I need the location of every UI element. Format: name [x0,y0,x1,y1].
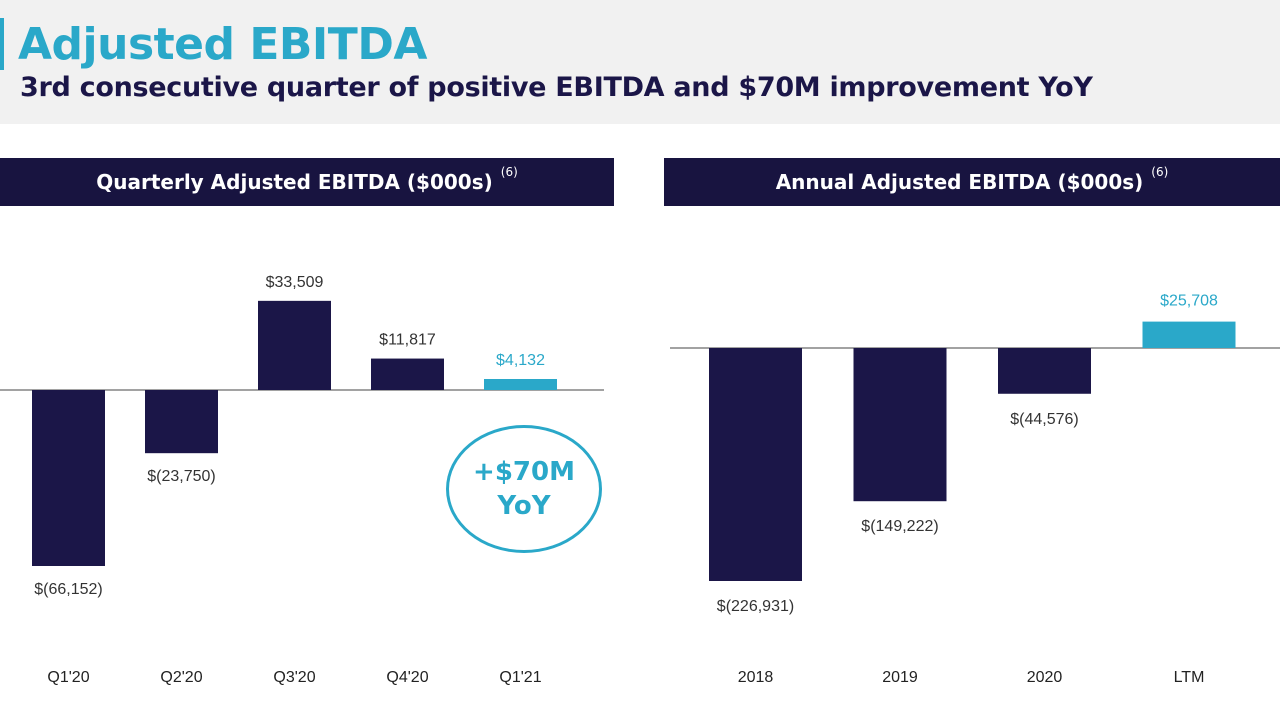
quarterly-data-label-0: $(66,152) [34,581,103,598]
quarterly-data-label-4: $4,132 [496,352,545,369]
yoy-callout-amount: +$70M [473,457,575,487]
page-subtitle: 3rd consecutive quarter of positive EBIT… [20,72,1093,103]
page-title: Adjusted EBITDA [18,19,427,70]
annual-tick-label-3: LTM [1174,669,1205,686]
annual-bar-1 [853,348,947,502]
yoy-callout: +$70M YoY [446,425,602,553]
quarterly-data-label-3: $11,817 [379,332,436,349]
quarterly-chart-title-bar: Quarterly Adjusted EBITDA ($000s) (6) [0,158,614,206]
quarterly-bar-3 [371,358,444,390]
quarterly-tick-label-1: Q2'20 [160,669,202,686]
annual-data-label-2: $(44,576) [1010,411,1079,428]
quarterly-bar-2 [258,300,331,390]
annual-tick-label-0: 2018 [738,669,774,686]
quarterly-data-label-1: $(23,750) [147,468,216,485]
quarterly-bar-0 [32,390,105,566]
annual-tick-label-1: 2019 [882,669,918,686]
quarterly-tick-label-4: Q1'21 [499,669,541,686]
annual-bar-0 [709,348,802,581]
annual-chart-title: Annual Adjusted EBITDA ($000s) [775,170,1144,194]
accent-bar [0,18,4,70]
annual-data-label-0: $(226,931) [717,598,794,615]
annual-chart-title-bar: Annual Adjusted EBITDA ($000s) (6) [664,158,1280,206]
quarterly-tick-label-0: Q1'20 [47,669,89,686]
header-band: Adjusted EBITDA 3rd consecutive quarter … [0,0,1280,124]
annual-data-label-1: $(149,222) [861,518,938,535]
quarterly-bar-4 [484,379,557,390]
annual-tick-label-2: 2020 [1027,669,1063,686]
quarterly-chart-footnote-ref: (6) [500,165,518,179]
annual-bar-3 [1142,321,1236,348]
quarterly-data-label-2: $33,509 [266,274,324,291]
yoy-callout-period: YoY [497,491,551,521]
annual-chart-footnote-ref: (6) [1151,165,1169,179]
annual-data-label-3: $25,708 [1160,293,1218,310]
quarterly-bar-1 [145,390,218,454]
quarterly-tick-label-3: Q4'20 [386,669,428,686]
annual-bar-2 [998,348,1091,394]
quarterly-chart-title: Quarterly Adjusted EBITDA ($000s) [96,170,493,194]
quarterly-tick-label-2: Q3'20 [273,669,315,686]
